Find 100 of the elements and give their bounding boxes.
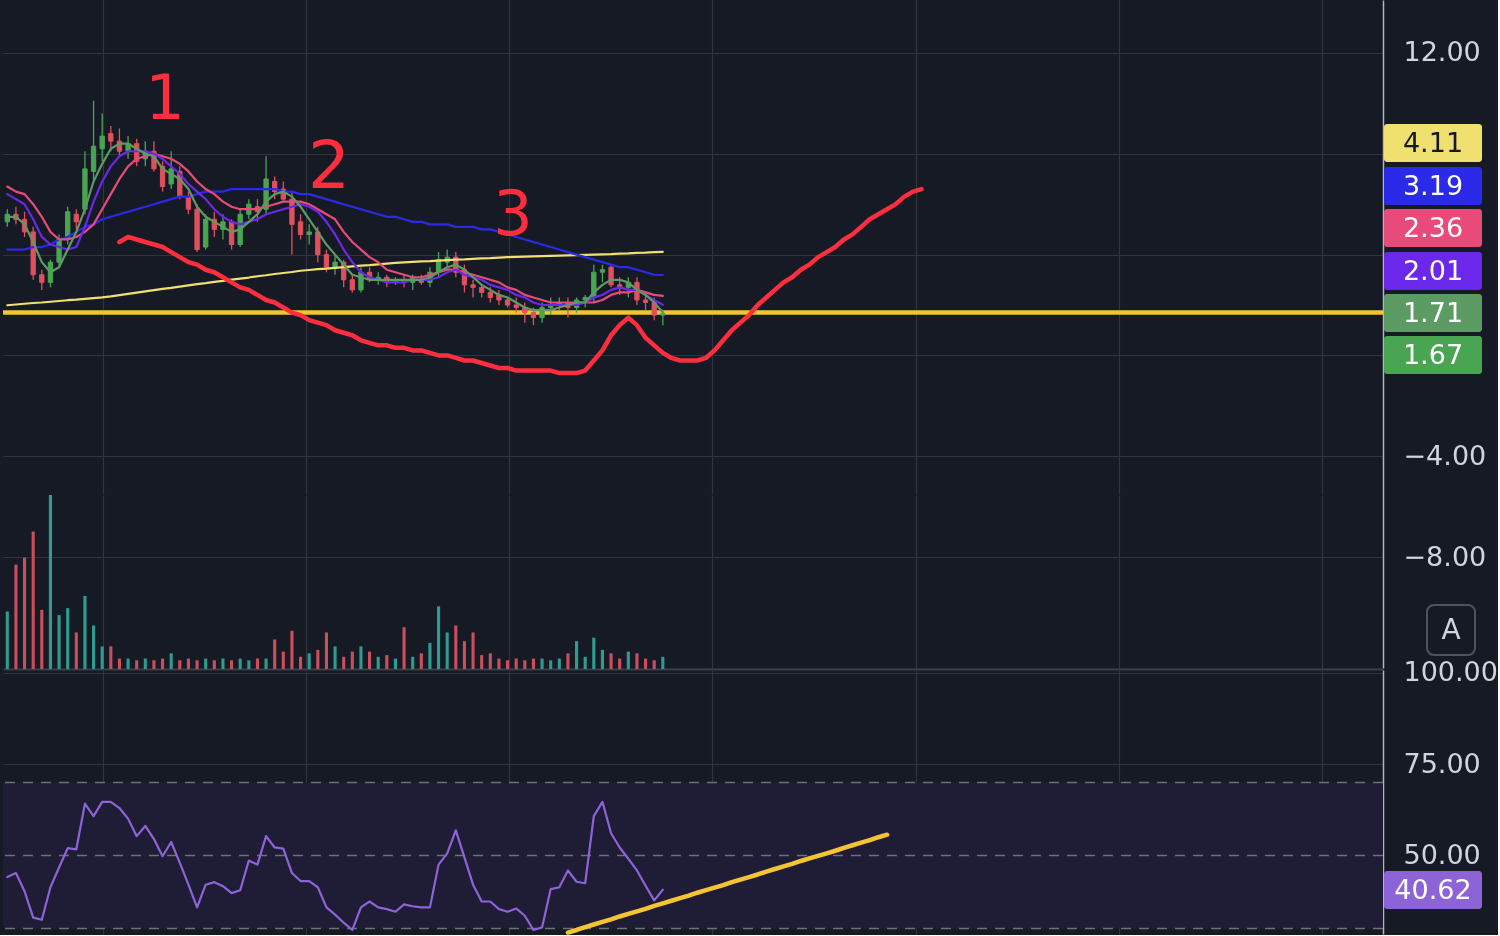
bar — [359, 646, 363, 669]
y-tick-label: 50.00 — [1403, 838, 1481, 870]
bar — [376, 656, 380, 669]
bar — [264, 658, 268, 669]
text: 3.19 — [1402, 170, 1464, 201]
text: 2.01 — [1402, 255, 1464, 286]
y-tick-label: −4.00 — [1403, 439, 1487, 471]
line-series — [117, 186, 924, 376]
line-series — [565, 832, 890, 935]
bar — [437, 606, 441, 669]
bar — [506, 660, 510, 669]
bar — [212, 660, 216, 669]
bar — [238, 658, 242, 669]
candlestick — [99, 112, 105, 162]
bar — [273, 639, 277, 669]
bar — [169, 653, 173, 669]
bar — [454, 625, 458, 669]
bar — [204, 658, 208, 669]
bar — [117, 658, 121, 669]
bar — [480, 655, 484, 669]
bar — [557, 658, 561, 669]
bar — [23, 557, 27, 669]
bar — [393, 658, 397, 669]
bar — [428, 642, 432, 669]
y-tick-label: 12.00 — [1403, 36, 1481, 68]
bar — [281, 651, 285, 669]
candlestick — [608, 264, 614, 289]
bar — [186, 658, 190, 669]
bar — [644, 658, 648, 669]
y-tick-label: −8.00 — [1403, 540, 1487, 572]
bar — [83, 595, 87, 669]
bar — [402, 627, 406, 669]
bar — [316, 649, 320, 669]
bar — [531, 658, 535, 669]
bar — [566, 653, 570, 669]
candlestick — [470, 279, 476, 299]
bar — [652, 660, 656, 669]
bar — [307, 653, 311, 669]
bar — [31, 531, 35, 669]
bar — [5, 611, 9, 669]
candlestick — [39, 269, 45, 291]
candlestick — [315, 226, 321, 263]
bar — [368, 651, 372, 669]
bar — [411, 656, 415, 669]
bar — [549, 660, 553, 669]
bar — [57, 615, 61, 669]
bar — [609, 653, 613, 669]
bar — [92, 625, 96, 669]
bar — [143, 658, 147, 669]
bar — [66, 608, 70, 669]
bar — [514, 658, 518, 669]
text: A — [1441, 613, 1461, 646]
text: 40.62 — [1394, 874, 1472, 905]
line-series — [6, 250, 664, 307]
text: 2.36 — [1402, 212, 1464, 243]
bar — [592, 637, 596, 669]
candlestick — [306, 223, 312, 246]
bar — [74, 632, 78, 669]
candlestick — [73, 208, 79, 231]
y-tick-label: 100.00 — [1403, 656, 1498, 688]
text: 1.67 — [1402, 339, 1464, 370]
bar — [135, 660, 139, 669]
bar — [230, 660, 234, 669]
bar — [523, 660, 527, 669]
bar — [255, 658, 259, 669]
annotation: 3 — [493, 177, 533, 250]
bar — [350, 651, 354, 669]
bar — [109, 646, 113, 669]
bar — [100, 646, 104, 669]
bar — [178, 660, 182, 669]
bar — [445, 632, 449, 669]
bar — [290, 630, 294, 669]
bar — [618, 658, 622, 669]
bar — [583, 656, 587, 669]
annotation: 2 — [308, 127, 350, 204]
bar — [48, 495, 52, 669]
bar — [221, 658, 225, 669]
bar — [324, 632, 328, 669]
bar — [299, 656, 303, 669]
bar — [385, 655, 389, 669]
bar — [161, 658, 165, 669]
y-tick-label: 75.00 — [1403, 747, 1481, 779]
bar — [635, 653, 639, 669]
bar — [540, 658, 544, 669]
bar — [40, 609, 44, 669]
bar — [419, 653, 423, 669]
bar — [488, 653, 492, 669]
bar — [471, 632, 475, 669]
candlestick — [332, 253, 338, 276]
bar — [462, 641, 466, 669]
bar — [661, 656, 665, 669]
candlestick — [297, 213, 304, 241]
text: 1.71 — [1402, 297, 1464, 328]
candlestick — [323, 248, 330, 273]
bar — [626, 651, 630, 669]
bar — [195, 660, 199, 669]
line-series — [6, 800, 664, 932]
annotation: 1 — [145, 61, 185, 134]
bar — [333, 646, 337, 669]
bar — [247, 660, 251, 669]
